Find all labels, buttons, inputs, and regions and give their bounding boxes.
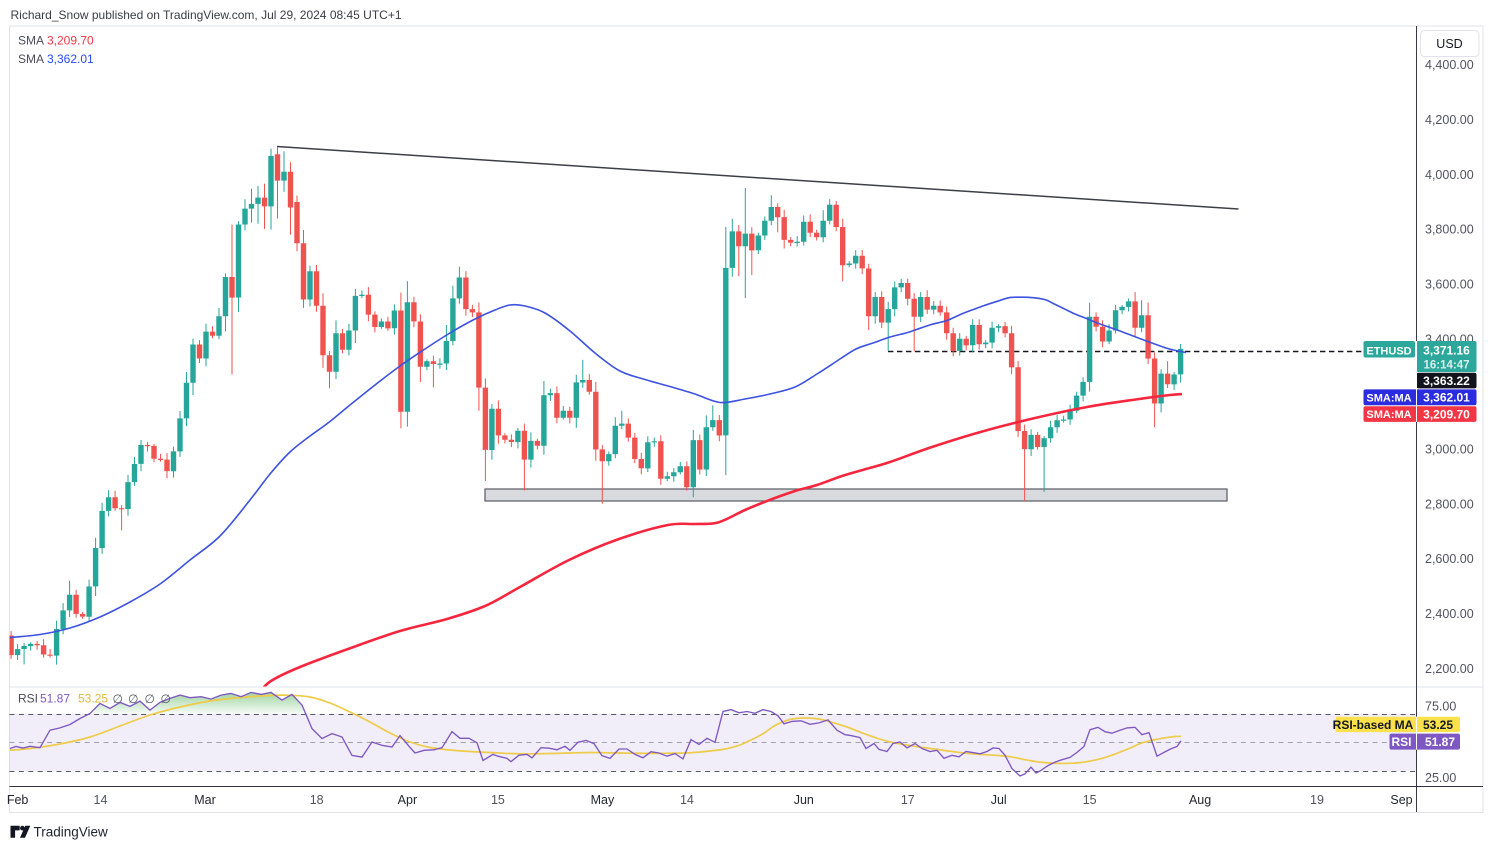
svg-text:3,000.00: 3,000.00 — [1425, 442, 1474, 456]
svg-text:51.87: 51.87 — [40, 692, 70, 706]
svg-text:RSI: RSI — [18, 692, 38, 706]
svg-text:3,362.01: 3,362.01 — [1423, 391, 1470, 405]
svg-text:TradingView: TradingView — [34, 825, 109, 840]
svg-text:16:14:47: 16:14:47 — [1423, 360, 1469, 372]
svg-text:3,600.00: 3,600.00 — [1425, 278, 1474, 292]
svg-text:∅: ∅ — [113, 692, 123, 706]
svg-text:∅: ∅ — [128, 692, 138, 706]
svg-text:Aug: Aug — [1189, 793, 1211, 807]
svg-text:RSI: RSI — [1391, 735, 1411, 749]
svg-text:3,363.22: 3,363.22 — [1423, 374, 1470, 388]
svg-text:Apr: Apr — [398, 793, 417, 807]
svg-text:15: 15 — [491, 793, 505, 807]
svg-text:3,800.00: 3,800.00 — [1425, 223, 1474, 237]
svg-text:2,600.00: 2,600.00 — [1425, 552, 1474, 566]
svg-text:19: 19 — [1310, 793, 1324, 807]
svg-text:53.25: 53.25 — [1423, 718, 1453, 732]
svg-text:∅: ∅ — [145, 692, 155, 706]
svg-text:3,362.01: 3,362.01 — [47, 52, 94, 66]
svg-text:Richard_Snow published on Trad: Richard_Snow published on TradingView.co… — [11, 8, 402, 22]
svg-text:SMA:MA: SMA:MA — [1366, 393, 1411, 405]
svg-text:53.25: 53.25 — [78, 692, 108, 706]
svg-text:Sep: Sep — [1390, 793, 1412, 807]
svg-text:2,800.00: 2,800.00 — [1425, 497, 1474, 511]
svg-text:3,209.70: 3,209.70 — [47, 34, 94, 48]
svg-text:25.00: 25.00 — [1425, 771, 1456, 785]
svg-text:Feb: Feb — [7, 793, 29, 807]
svg-text:4,000.00: 4,000.00 — [1425, 168, 1474, 182]
svg-text:2,400.00: 2,400.00 — [1425, 607, 1474, 621]
svg-text:ETHUSD: ETHUSD — [1366, 346, 1411, 358]
svg-text:14: 14 — [680, 793, 694, 807]
svg-text:4,200.00: 4,200.00 — [1425, 113, 1474, 127]
svg-text:14: 14 — [94, 793, 108, 807]
svg-text:SMA: SMA — [18, 34, 44, 48]
svg-text:18: 18 — [310, 793, 324, 807]
svg-text:2,200.00: 2,200.00 — [1425, 662, 1474, 676]
svg-text:17: 17 — [901, 793, 915, 807]
svg-text:May: May — [591, 793, 615, 807]
svg-text:Mar: Mar — [194, 793, 216, 807]
svg-text:75.00: 75.00 — [1425, 700, 1456, 714]
svg-text:∅: ∅ — [161, 692, 171, 706]
svg-text:USD: USD — [1436, 37, 1462, 51]
svg-text:3,209.70: 3,209.70 — [1423, 407, 1470, 421]
svg-text:Jun: Jun — [794, 793, 814, 807]
svg-text:SMA: SMA — [18, 52, 44, 66]
svg-text:3,371.16: 3,371.16 — [1423, 344, 1470, 358]
svg-text:15: 15 — [1083, 793, 1097, 807]
svg-text:SMA:MA: SMA:MA — [1366, 409, 1411, 421]
svg-text:Jul: Jul — [991, 793, 1007, 807]
svg-text:51.87: 51.87 — [1425, 735, 1455, 749]
svg-text:4,400.00: 4,400.00 — [1425, 58, 1474, 72]
svg-text:RSI-based MA: RSI-based MA — [1333, 718, 1414, 732]
